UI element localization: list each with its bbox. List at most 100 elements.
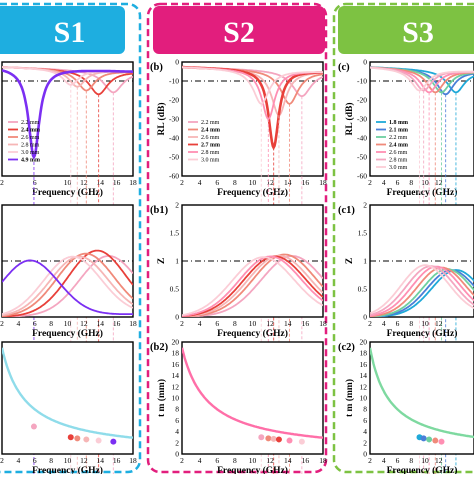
x-tick-label: 4: [17, 456, 21, 465]
y-axis-label: RL (dB): [344, 103, 355, 136]
tm-curve: [370, 347, 474, 439]
series-line: [2, 252, 133, 317]
series-line: [182, 66, 323, 105]
y-tick-label: -20: [357, 96, 367, 105]
x-tick-label: 14: [284, 456, 292, 465]
tm-marker: [270, 435, 277, 442]
series-line: [2, 259, 133, 315]
series-line: [370, 66, 474, 92]
x-tick-label: 10: [421, 456, 429, 465]
plot-area: [182, 347, 323, 445]
y-tick-label: 0.5: [358, 285, 368, 294]
y-tick-label: 8: [175, 405, 179, 414]
plot-area: [2, 249, 133, 317]
y-tick-label: 1.5: [358, 229, 368, 238]
plot-area: [182, 65, 323, 151]
y-tick-label: -40: [357, 134, 367, 143]
x-tick-label: 8: [233, 178, 237, 187]
x-tick-label: 8: [233, 456, 237, 465]
legend-label: 2.6 mm: [389, 150, 408, 156]
x-tick-label: 8: [49, 319, 53, 328]
y-tick-label: 18: [360, 349, 368, 358]
subplot-label: (c): [338, 62, 350, 73]
tm-curve: [2, 347, 133, 439]
tm-marker: [110, 438, 117, 445]
x-tick-label: 6: [396, 456, 400, 465]
series-line: [182, 255, 323, 317]
y-axis-label: t m (mm): [156, 379, 167, 417]
x-axis-label: Frequency (GHz): [217, 328, 288, 339]
legend-label: 2.8 mm: [201, 150, 220, 156]
subplot-label: (b): [150, 62, 163, 73]
y-tick-label: 4: [363, 427, 367, 436]
x-tick-label: 10: [421, 178, 429, 187]
x-tick-label: 16: [113, 456, 121, 465]
x-axis-label: Frequency (GHz): [217, 465, 288, 474]
plot-area: [370, 347, 474, 445]
y-tick-label: 1.5: [170, 229, 180, 238]
y-tick-label: 0: [363, 313, 367, 322]
x-tick-label: 18: [129, 319, 137, 328]
y-tick-label: 12: [360, 382, 368, 391]
x-tick-label: 8: [233, 319, 237, 328]
y-tick-label: -30: [169, 115, 179, 124]
x-tick-label: 2: [180, 456, 184, 465]
y-tick-label: 8: [363, 405, 367, 414]
y-tick-label: 6: [175, 416, 179, 425]
x-tick-label: 8: [409, 319, 413, 328]
x-tick-label: 6: [215, 456, 219, 465]
tm-marker: [30, 423, 37, 430]
tm-marker: [298, 438, 305, 445]
legend-label: 4.9 mm: [21, 158, 40, 164]
x-tick-label: 12: [266, 456, 274, 465]
subplot-label: (c2): [338, 342, 355, 353]
legend-label: 1.8 mm: [389, 120, 408, 126]
x-tick-label: 2: [0, 456, 4, 465]
y-tick-label: 1: [363, 257, 367, 266]
chart-b1: 2 4 6 8 10 12 14 16 18 0 0.5 1 1.5 2 Frequency (GHz) Z (…: [150, 201, 327, 340]
x-axis-label: Frequency (GHz): [387, 187, 458, 198]
y-axis-label: t m (mm): [344, 379, 355, 417]
tm-marker: [258, 434, 265, 441]
x-tick-label: 4: [382, 178, 386, 187]
plot-area: [370, 66, 474, 96]
y-tick-label: 16: [172, 360, 180, 369]
panel-frame-s1: [0, 2, 142, 474]
plot-frame: [181, 341, 324, 455]
x-axis-label: Frequency (GHz): [32, 187, 103, 198]
y-tick-label: -20: [169, 96, 179, 105]
plot-area: [182, 253, 323, 317]
series-line: [182, 255, 323, 317]
y-tick-label: 0.5: [170, 285, 180, 294]
legend-label: 2.2 mm: [201, 120, 220, 126]
y-tick-label: 14: [360, 371, 368, 380]
series-line: [182, 255, 323, 317]
panel-frame-s2: [146, 2, 328, 474]
x-tick-label: 2: [368, 456, 372, 465]
y-tick-label: 10: [360, 394, 368, 403]
chart-a1: 2 4 6 8 10 12 14 16 18 Frequency (GHz): [0, 204, 137, 339]
x-tick-label: 6: [396, 319, 400, 328]
series-line: [182, 254, 323, 317]
tm-marker: [95, 437, 102, 444]
x-tick-label: 18: [319, 178, 327, 187]
y-tick-label: 14: [172, 371, 180, 380]
x-tick-label: 12: [435, 456, 443, 465]
y-tick-label: 6: [363, 416, 367, 425]
chart-b: 2 4 6 8 10 12 14 16 18 0 -10 -20 -30 -40 -50 -60 Frequen…: [150, 58, 327, 199]
x-axis-label: Frequency (GHz): [217, 187, 288, 198]
x-tick-label: 16: [302, 178, 310, 187]
tm-marker: [286, 437, 293, 444]
x-axis-label: Frequency (GHz): [32, 328, 103, 339]
y-tick-label: 0: [175, 58, 179, 67]
x-tick-label: 18: [129, 178, 137, 187]
y-tick-label: 0: [363, 450, 367, 459]
tm-curve: [182, 347, 323, 439]
legend-label: 2.4 mm: [21, 128, 40, 134]
x-tick-label: 4: [382, 319, 386, 328]
y-tick-label: 20: [172, 338, 180, 347]
x-tick-label: 12: [435, 178, 443, 187]
tm-marker: [420, 435, 427, 442]
